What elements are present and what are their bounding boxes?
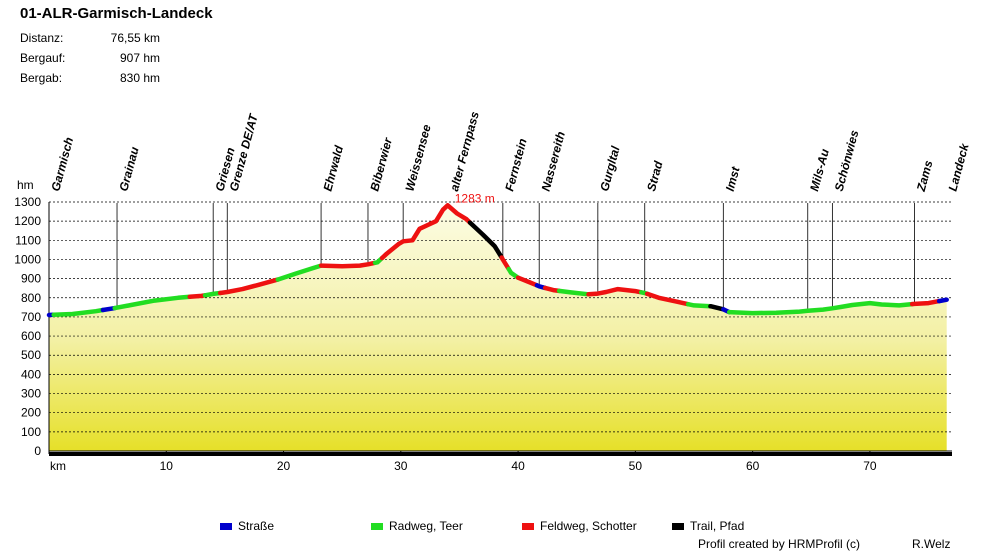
y-tick-label: 500 [21,348,41,362]
y-tick-label: 900 [21,272,41,286]
x-tick-label: 50 [629,459,643,473]
waypoint-label: Grainau [116,145,141,193]
x-tick-label: 30 [394,459,408,473]
y-tick-label: 400 [21,367,41,381]
waypoint-label: alter Fernpass [447,110,482,193]
legend-label-trail: Trail, Pfad [690,519,744,533]
profile-segment [321,263,375,266]
waypoint-label: Strad [644,159,666,193]
x-axis-band [49,452,952,456]
legend-swatch-road [220,523,232,530]
legend-label-bike-path: Radweg, Teer [389,519,463,533]
y-axis-unit: hm [17,178,34,192]
waypoint-label: Garmisch [48,136,76,193]
x-tick-label: 70 [863,459,877,473]
legend-swatch-trail [672,523,684,530]
legend-label-gravel: Feldweg, Schotter [540,519,637,533]
y-tick-label: 100 [21,425,41,439]
y-tick-label: 1200 [14,214,41,228]
credit-text: Profil created by HRMProfil (c) [698,537,860,551]
y-tick-label: 300 [21,387,41,401]
x-tick-label: 20 [277,459,291,473]
y-tick-label: 600 [21,329,41,343]
waypoint-label: Mils-Au [807,147,832,193]
y-tick-label: 1000 [14,252,41,266]
waypoint-label: Gurgltal [597,144,623,193]
waypoint-label: Zams [914,159,936,194]
legend-swatch-gravel [522,523,534,530]
y-tick-label: 200 [21,406,41,420]
y-tick-label: 0 [34,444,41,458]
waypoint-label: Schönwies [832,128,862,192]
x-tick-label: 40 [511,459,525,473]
legend-swatch-bike-path [371,523,383,530]
profile-segment [939,300,947,301]
profile-area [49,205,947,451]
y-tick-label: 800 [21,291,41,305]
waypoint-label: Fernstein [502,137,530,193]
waypoint-label: Biberwier [367,135,395,193]
waypoint-label: Ehrwald [320,143,346,192]
waypoint-label: Imst [723,164,743,192]
legend-label-road: Straße [238,519,274,533]
y-tick-label: 700 [21,310,41,324]
peak-label: 1283 m [455,191,495,205]
author-text: R.Welz [912,537,950,551]
profile-segment [912,301,939,304]
profile-segment [688,304,710,306]
y-tick-label: 1100 [15,233,41,247]
waypoint-label: Landeck [946,141,972,193]
waypoint-label: Nassereith [539,130,568,193]
profile-segment [205,293,220,295]
x-tick-label: 60 [746,459,760,473]
x-axis-unit: km [50,459,66,473]
x-tick-label: 10 [160,459,174,473]
waypoint-label: Weissensee [403,123,434,193]
y-tick-label: 1300 [14,195,41,209]
profile-segment [190,295,205,297]
